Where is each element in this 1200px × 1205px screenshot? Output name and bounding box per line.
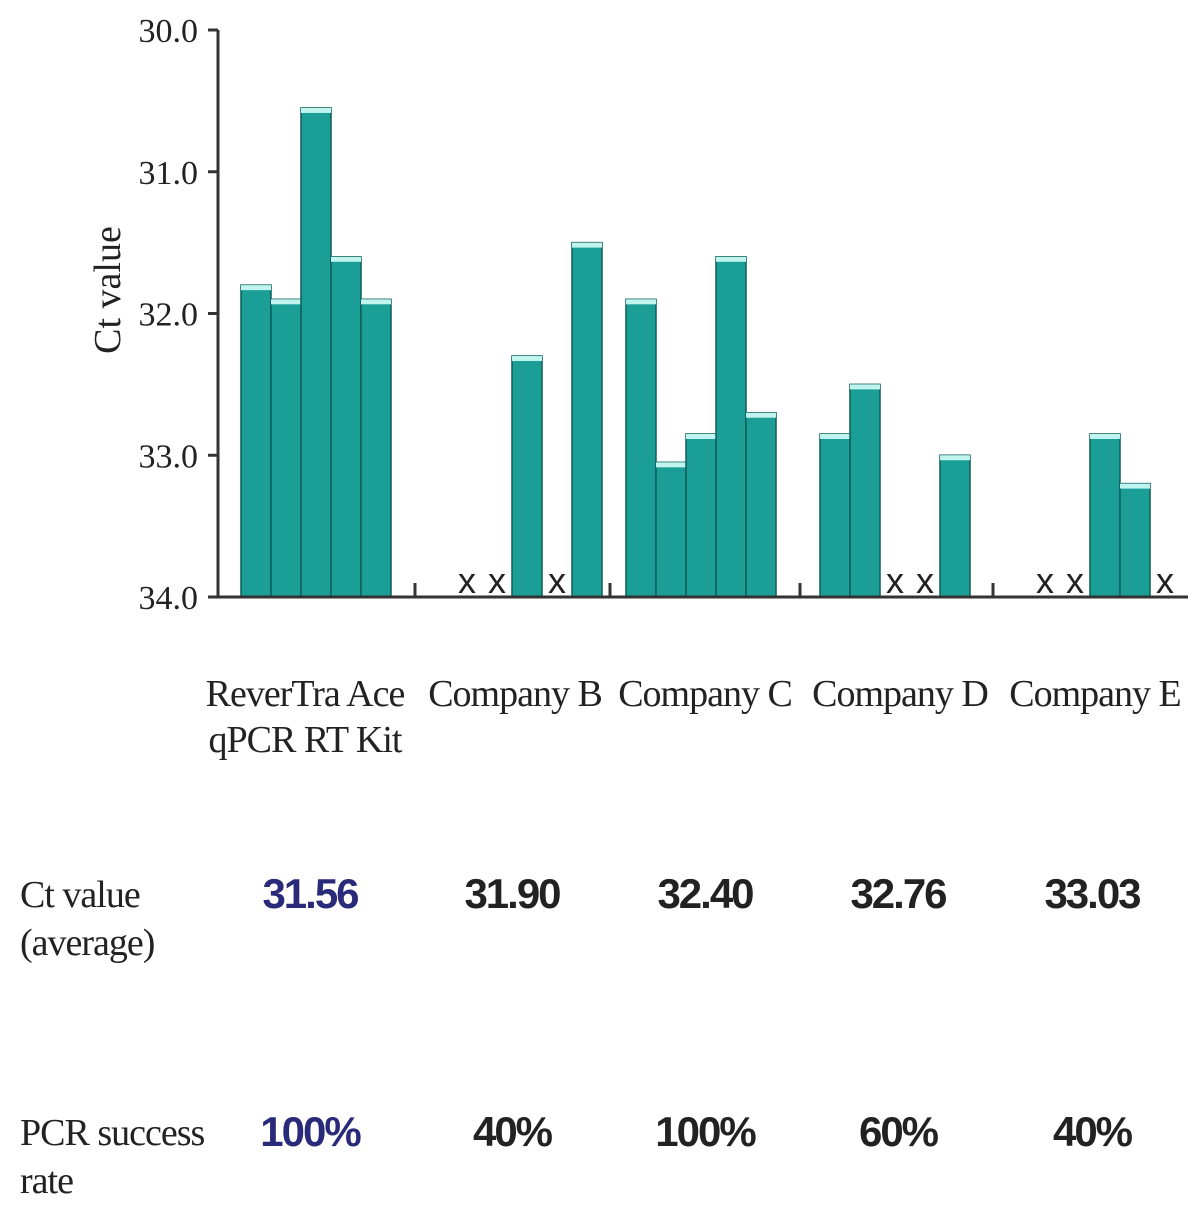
success-rate-value: 40% xyxy=(472,1108,553,1155)
failed-marker: x xyxy=(916,560,934,601)
y-tick-label: 33.0 xyxy=(139,438,199,475)
ct-average-value: 32.40 xyxy=(657,870,754,917)
failed-marker: x xyxy=(1156,560,1174,601)
y-tick-label: 31.0 xyxy=(139,155,199,192)
bar-highlight xyxy=(626,299,656,305)
success-rate-value: 40% xyxy=(1052,1108,1133,1155)
bar xyxy=(511,355,543,598)
success-rate-value: 100% xyxy=(260,1108,361,1155)
bar-highlight xyxy=(850,384,880,390)
bar xyxy=(270,298,302,598)
bar-highlight xyxy=(331,256,361,262)
y-axis-label: Ct value xyxy=(87,226,129,354)
y-tick-label: 30.0 xyxy=(139,13,199,50)
group-label-company-d: Company D xyxy=(812,673,989,715)
bar xyxy=(300,107,332,598)
bar xyxy=(1119,482,1151,598)
bar-highlight xyxy=(241,285,271,291)
bar-highlight xyxy=(746,412,776,418)
y-axis-ticks: 30.0 31.0 32.0 33.0 34.0 xyxy=(139,13,995,617)
failed-marker: x xyxy=(548,560,566,601)
bar-highlight xyxy=(716,256,746,262)
success-rate-header: PCR success rate xyxy=(20,1112,205,1202)
bar-highlight xyxy=(940,455,970,461)
bar xyxy=(819,433,851,598)
group-label-company-e: Company E xyxy=(1009,673,1181,715)
bar xyxy=(849,383,881,598)
bar-highlight xyxy=(686,433,716,439)
bar xyxy=(360,298,392,598)
y-tick-label: 32.0 xyxy=(139,297,199,334)
ct-average-value: 33.03 xyxy=(1044,870,1141,917)
bar xyxy=(939,454,971,598)
bar xyxy=(685,433,717,598)
bar-highlight xyxy=(656,462,686,468)
bar xyxy=(571,241,603,598)
bar-highlight xyxy=(820,433,850,439)
ct-average-value: 32.76 xyxy=(850,870,947,917)
bar xyxy=(330,256,362,598)
bar-highlight xyxy=(512,356,542,362)
bar xyxy=(745,411,777,598)
group-label-company-c: Company C xyxy=(618,673,793,715)
bar xyxy=(655,461,687,598)
ct-average-value: 31.56 xyxy=(262,870,359,917)
success-rate-value: 100% xyxy=(655,1108,756,1155)
bar-highlight xyxy=(572,242,602,248)
group-label-revertra: ReverTra Ace qPCR RT Kit xyxy=(205,673,406,761)
failed-marker: x xyxy=(458,560,476,601)
bar xyxy=(1089,433,1121,598)
bar xyxy=(715,256,747,598)
bar-highlight xyxy=(301,107,331,113)
bar xyxy=(240,284,272,598)
failed-marker: x xyxy=(1036,560,1054,601)
success-rate-value: 60% xyxy=(858,1108,939,1155)
y-tick-label: 34.0 xyxy=(139,580,199,617)
bar-highlight xyxy=(361,299,391,305)
failed-marker: x xyxy=(488,560,506,601)
bar-highlight xyxy=(1090,433,1120,439)
bar-highlight xyxy=(271,299,301,305)
bar-highlight xyxy=(1120,483,1150,489)
bar xyxy=(625,298,657,598)
failed-marker: x xyxy=(886,560,904,601)
ct-average-value: 31.90 xyxy=(464,870,561,917)
ct-average-header: Ct value (average) xyxy=(20,874,155,964)
group-label-company-b: Company B xyxy=(428,673,603,715)
failed-marker: x xyxy=(1066,560,1084,601)
